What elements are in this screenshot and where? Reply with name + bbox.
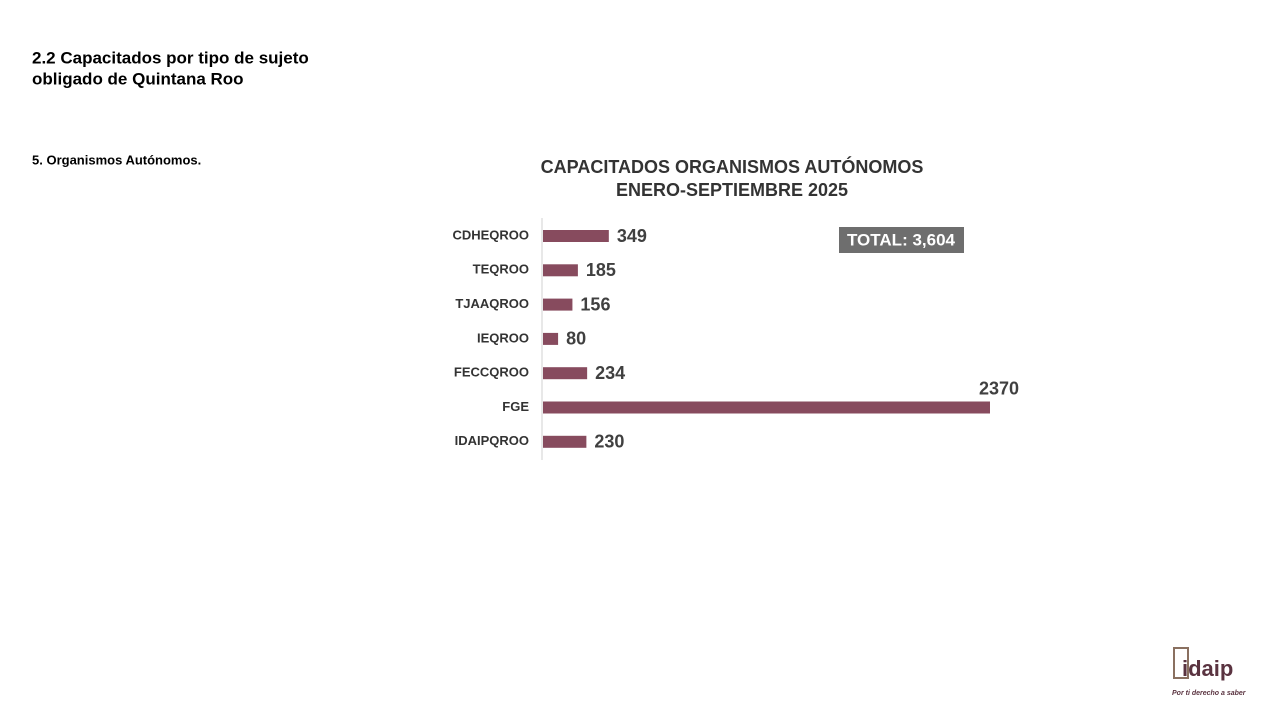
chart-title: CAPACITADOS ORGANISMOS AUTÓNOMOS [541, 156, 924, 177]
y-tick-label: IEQROO [477, 330, 529, 345]
data-label: 2370 [979, 378, 1019, 398]
y-tick-label: FECCQROO [454, 365, 529, 380]
data-label: 234 [595, 363, 625, 383]
y-tick-label: FGE [502, 399, 529, 414]
data-label: 156 [580, 294, 610, 314]
chart-subtitle: ENERO-SEPTIEMBRE 2025 [616, 180, 848, 200]
bar [543, 401, 990, 414]
y-tick-label: IDAIPQROO [455, 433, 529, 448]
total-annotation: TOTAL: 3,604 [847, 230, 956, 249]
logo-tagline: Por ti derecho a saber [1172, 690, 1247, 697]
section-label: 5. Organismos Autónomos. [32, 152, 201, 167]
logo-door [1173, 647, 1189, 679]
y-tick-label: TJAAQROO [455, 296, 529, 311]
bar [543, 230, 609, 242]
y-tick-label: CDHEQROO [452, 227, 529, 242]
slide-heading: obligado de Quintana Roo [32, 69, 244, 88]
total-box [839, 227, 964, 253]
bar [543, 264, 578, 277]
data-label: 230 [594, 432, 624, 452]
data-label: 80 [566, 329, 586, 349]
bar [543, 435, 587, 448]
logo: idaip Por ti derecho a saber [1172, 647, 1247, 697]
y-tick-label: TEQROO [473, 262, 529, 277]
slide-heading: 2.2 Capacitados por tipo de sujeto [32, 48, 309, 67]
logo-name: idaip [1182, 656, 1233, 681]
bar [543, 367, 588, 380]
bar [543, 332, 559, 345]
bar [543, 298, 573, 311]
data-label: 349 [617, 226, 647, 246]
data-label: 185 [586, 260, 616, 280]
